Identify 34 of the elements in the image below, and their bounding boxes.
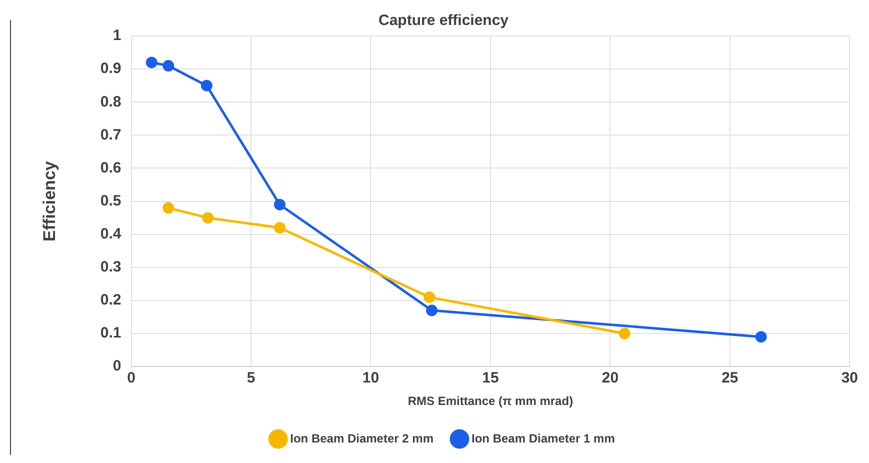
y-axis-title: Efficiency (40, 160, 59, 242)
point (202, 212, 214, 224)
point (146, 56, 158, 68)
legend-label: Ion Beam Diameter 1 mm (472, 431, 615, 446)
y-tick-label: 0.1 (100, 324, 122, 342)
x-tick-label: 30 (841, 370, 858, 387)
point (426, 304, 438, 316)
chart-title: Capture efficiency (378, 12, 510, 30)
x-tick-label: 25 (722, 370, 738, 387)
point (162, 202, 174, 214)
y-tick-label: 0 (112, 358, 122, 375)
legend-label: Ion Beam Diameter 2 mm (290, 431, 434, 446)
x-tick-label: 0 (127, 370, 136, 387)
y-tick-label: 1 (112, 27, 122, 44)
y-tick-label: 0.6 (100, 159, 122, 176)
x-tick-label: 20 (602, 370, 619, 387)
x-tick-label: 10 (362, 370, 380, 387)
point (200, 80, 212, 92)
x-axis-title: RMS Emittance (π mm mrad) (408, 394, 574, 408)
point (274, 198, 286, 210)
point (274, 222, 286, 234)
point (755, 331, 767, 343)
y-tick-label: 0.7 (100, 126, 122, 144)
y-tick-label: 0.2 (100, 292, 122, 309)
point (162, 60, 174, 72)
y-tick-label: 0.5 (100, 192, 122, 210)
y-tick-label: 0.3 (100, 258, 122, 276)
point (424, 291, 436, 303)
y-tick-label: 0.4 (100, 226, 122, 242)
y-tick-label: 0.9 (100, 60, 122, 78)
point (618, 328, 630, 340)
x-tick-label: 15 (482, 370, 499, 387)
y-tick-label: 0.8 (100, 93, 122, 110)
x-tick-label: 5 (246, 370, 256, 387)
